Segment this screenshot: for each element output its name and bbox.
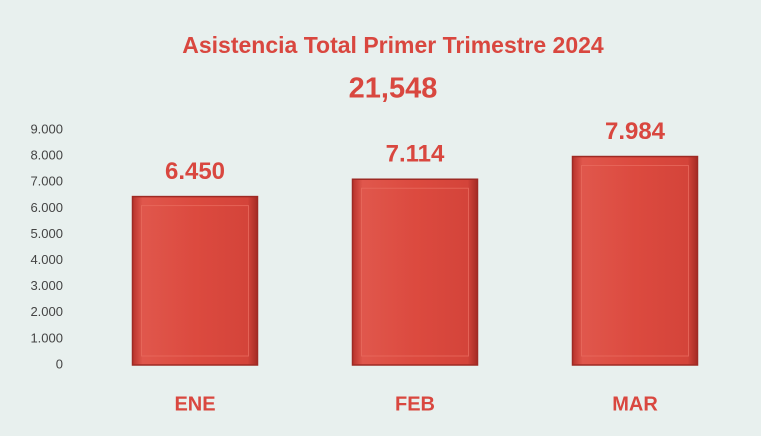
value-label: 7.984 <box>605 118 666 145</box>
y-tick-label: 3.000 <box>30 278 63 293</box>
bar-bevel <box>361 187 469 357</box>
y-tick-label: 0 <box>56 356 63 371</box>
x-tick-label: FEB <box>395 393 435 415</box>
x-tick-label: MAR <box>612 393 658 415</box>
bar-bevel <box>581 165 689 357</box>
y-tick-label: 5.000 <box>30 226 63 241</box>
y-tick-label: 1.000 <box>30 330 63 345</box>
value-label: 6.450 <box>165 158 225 185</box>
bar <box>571 155 699 366</box>
bar <box>351 178 479 366</box>
bar <box>131 195 259 366</box>
y-tick-label: 9.000 <box>30 121 63 136</box>
y-tick-label: 6.000 <box>30 200 63 215</box>
y-tick-label: 2.000 <box>30 304 63 319</box>
chart-title: Asistencia Total Primer Trimestre 2024 <box>182 32 604 58</box>
value-label: 7.114 <box>386 141 445 168</box>
y-tick-label: 7.000 <box>30 174 63 189</box>
y-tick-label: 4.000 <box>30 252 63 267</box>
chart-subtitle: 21,548 <box>349 73 438 105</box>
x-tick-label: ENE <box>174 393 215 415</box>
bar-bevel <box>141 205 249 357</box>
y-tick-label: 8.000 <box>30 148 63 163</box>
